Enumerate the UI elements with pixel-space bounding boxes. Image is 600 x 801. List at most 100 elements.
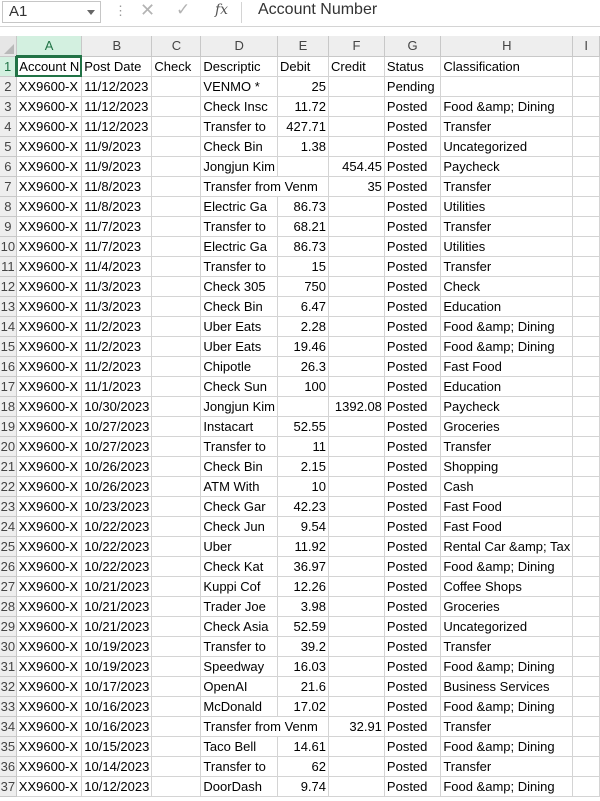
cell-check[interactable]: [151, 316, 202, 337]
cell-check[interactable]: [151, 456, 202, 477]
cell-account-number[interactable]: XX9600-X: [16, 436, 83, 457]
row-header[interactable]: 34: [0, 716, 17, 737]
cell-credit[interactable]: 1392.08: [328, 396, 385, 417]
cell-post-date[interactable]: 11/1/2023: [81, 376, 153, 397]
cell-empty[interactable]: [572, 616, 600, 637]
cell-description[interactable]: Check Insc: [200, 96, 278, 117]
cell-status[interactable]: Posted: [384, 696, 442, 717]
cell-description[interactable]: Jongjun Kim: [200, 396, 278, 417]
cell-account-number[interactable]: XX9600-X: [16, 596, 83, 617]
cell-status[interactable]: Posted: [384, 616, 442, 637]
cell-account-number[interactable]: XX9600-X: [16, 256, 83, 277]
cell-classification[interactable]: Food &amp; Dining: [440, 316, 574, 337]
cell-credit[interactable]: [328, 76, 385, 97]
cell-debit[interactable]: 11.92: [277, 536, 330, 557]
cell-description[interactable]: Check Sun: [200, 376, 278, 397]
cell-classification[interactable]: Transfer: [440, 756, 574, 777]
cell-credit[interactable]: [328, 276, 385, 297]
cell-credit[interactable]: [328, 476, 385, 497]
cell-debit[interactable]: 52.59: [277, 616, 330, 637]
cell-debit[interactable]: 9.74: [277, 776, 330, 797]
row-header[interactable]: 37: [0, 776, 17, 797]
cell-account-number[interactable]: XX9600-X: [16, 456, 83, 477]
cell-status[interactable]: Posted: [384, 596, 442, 617]
cell-account-number[interactable]: XX9600-X: [16, 696, 83, 717]
row-header[interactable]: 22: [0, 476, 17, 497]
cell-description[interactable]: Transfer to: [200, 636, 278, 657]
cell-debit[interactable]: 427.71: [277, 116, 330, 137]
cell-post-date[interactable]: 10/21/2023: [81, 616, 153, 637]
cell-account-number[interactable]: XX9600-X: [16, 96, 83, 117]
row-header[interactable]: 35: [0, 736, 17, 757]
cell-check[interactable]: [151, 596, 202, 617]
row-header[interactable]: 15: [0, 336, 17, 357]
cell-check[interactable]: [151, 496, 202, 517]
row-header[interactable]: 1: [0, 56, 18, 77]
cell-description[interactable]: Jongjun Kim: [200, 156, 278, 177]
cell-credit[interactable]: [328, 736, 385, 757]
cell-status[interactable]: Status: [384, 56, 442, 77]
cell-empty[interactable]: [572, 736, 600, 757]
cell-description[interactable]: Transfer to: [200, 256, 278, 277]
cell-classification[interactable]: Paycheck: [440, 396, 574, 417]
cell-classification[interactable]: Uncategorized: [440, 616, 574, 637]
row-header[interactable]: 18: [0, 396, 17, 417]
cell-status[interactable]: Posted: [384, 256, 442, 277]
cell-classification[interactable]: Food &amp; Dining: [440, 776, 574, 797]
cell-status[interactable]: Posted: [384, 316, 442, 337]
cell-classification[interactable]: Transfer: [440, 116, 574, 137]
cell-description[interactable]: Taco Bell: [200, 736, 278, 757]
cell-description[interactable]: Transfer to: [200, 216, 278, 237]
cell-empty[interactable]: [572, 316, 600, 337]
cell-description[interactable]: Electric Ga: [200, 236, 278, 257]
cell-debit[interactable]: 25: [277, 76, 330, 97]
cell-check[interactable]: [151, 256, 202, 277]
cell-classification[interactable]: Utilities: [440, 196, 574, 217]
cell-classification[interactable]: Groceries: [440, 596, 574, 617]
cell-account-number[interactable]: XX9600-X: [16, 756, 83, 777]
cell-account-number[interactable]: XX9600-X: [16, 536, 83, 557]
cell-empty[interactable]: [572, 676, 600, 697]
cell-status[interactable]: Posted: [384, 296, 442, 317]
cell-classification[interactable]: Food &amp; Dining: [440, 736, 574, 757]
cell-status[interactable]: Posted: [384, 556, 442, 577]
cell-account-number[interactable]: XX9600-X: [16, 416, 83, 437]
cell-classification[interactable]: [440, 76, 574, 97]
cell-account-number[interactable]: XX9600-X: [16, 356, 83, 377]
row-header[interactable]: 27: [0, 576, 17, 597]
cell-empty[interactable]: [572, 296, 600, 317]
cell-status[interactable]: Posted: [384, 736, 442, 757]
cell-description[interactable]: Transfer to: [200, 756, 278, 777]
cell-status[interactable]: Posted: [384, 156, 442, 177]
cell-status[interactable]: Posted: [384, 576, 442, 597]
cell-empty[interactable]: [572, 136, 600, 157]
cell-classification[interactable]: Groceries: [440, 416, 574, 437]
cell-account-number[interactable]: XX9600-X: [16, 376, 83, 397]
cell-credit[interactable]: Credit: [328, 56, 385, 77]
cell-credit[interactable]: [328, 136, 385, 157]
cancel-icon[interactable]: ✕: [140, 0, 156, 20]
row-header[interactable]: 26: [0, 556, 17, 577]
row-header[interactable]: 23: [0, 496, 17, 517]
cell-status[interactable]: Posted: [384, 176, 442, 197]
cell-debit[interactable]: 39.2: [277, 636, 330, 657]
cell-account-number[interactable]: XX9600-X: [16, 176, 83, 197]
cell-classification[interactable]: Food &amp; Dining: [440, 656, 574, 677]
cell-account-number[interactable]: XX9600-X: [16, 76, 83, 97]
cell-debit[interactable]: 12.26: [277, 576, 330, 597]
row-header[interactable]: 31: [0, 656, 17, 677]
row-header[interactable]: 25: [0, 536, 17, 557]
cell-empty[interactable]: [572, 56, 600, 77]
cell-status[interactable]: Posted: [384, 216, 442, 237]
cell-description[interactable]: Check Gar: [200, 496, 278, 517]
cell-credit[interactable]: [328, 256, 385, 277]
cell-description[interactable]: McDonald: [200, 696, 278, 717]
cell-credit[interactable]: [328, 756, 385, 777]
cell-debit[interactable]: 10: [277, 476, 330, 497]
cell-post-date[interactable]: 11/9/2023: [81, 156, 153, 177]
column-header-c[interactable]: C: [151, 36, 202, 57]
row-header[interactable]: 17: [0, 376, 17, 397]
cell-post-date[interactable]: 11/7/2023: [81, 236, 153, 257]
cell-post-date[interactable]: 11/7/2023: [81, 216, 153, 237]
cell-post-date[interactable]: 11/12/2023: [81, 76, 153, 97]
